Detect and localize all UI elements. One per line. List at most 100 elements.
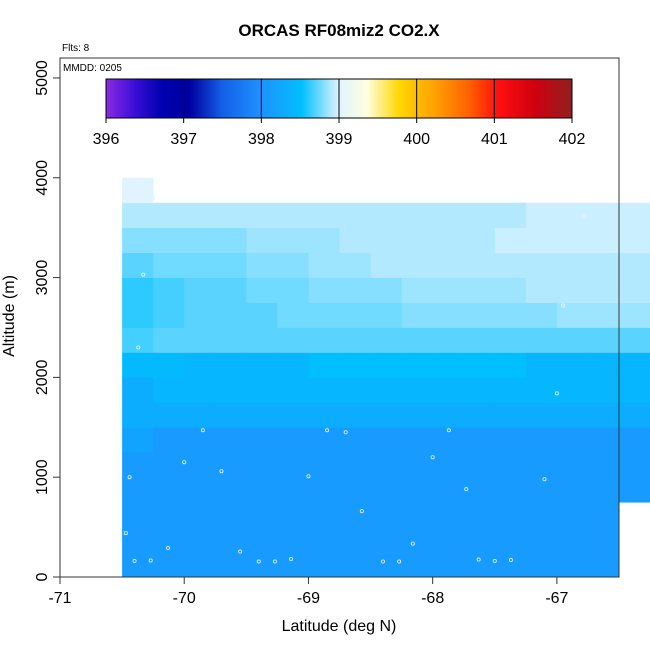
heatmap-cell (587, 252, 620, 278)
sample-point (200, 428, 205, 433)
heatmap-cell (556, 452, 589, 478)
colorbar-tick-label: 400 (403, 131, 430, 148)
heatmap-cell (184, 377, 216, 403)
sample-point (359, 509, 364, 514)
heatmap-cell (370, 227, 403, 254)
chart-title: ORCAS RF08miz2 CO2.X (238, 21, 440, 40)
heatmap-cell (494, 302, 527, 328)
heatmap-cell (556, 227, 589, 254)
heatmap-cell (339, 352, 371, 378)
heatmap-cell (184, 402, 216, 428)
sample-point (561, 303, 566, 308)
heatmap-cell (556, 427, 589, 453)
heatmap-cell (184, 252, 216, 278)
heatmap-cell (587, 477, 620, 503)
heatmap-cell (308, 377, 340, 403)
heatmap-cell (215, 327, 247, 353)
sample-point (410, 541, 415, 546)
heatmap-cell (494, 452, 527, 478)
heatmap-cell (432, 277, 465, 303)
heatmap-cell (215, 552, 247, 578)
heatmap-cell (184, 527, 216, 553)
x-axis-label: Latitude (deg N) (282, 618, 397, 635)
heatmap-cell (215, 452, 247, 478)
heatmap-cell (122, 477, 154, 503)
heatmap-cell (432, 477, 465, 503)
heatmap-cell (215, 527, 247, 553)
heatmap-cell (277, 302, 309, 328)
heatmap-cell (370, 477, 403, 503)
heatmap-cell (619, 202, 650, 229)
sample-point (492, 559, 497, 564)
heatmap-cell (432, 302, 465, 328)
heatmap-cell (525, 252, 558, 278)
heatmap-cell (463, 202, 496, 229)
heatmap-cell (587, 377, 620, 403)
heatmap-cell (277, 227, 309, 254)
heatmap-cell (619, 452, 650, 478)
heatmap-cell (153, 402, 185, 428)
heatmap-cell (432, 452, 465, 478)
heatmap-cell (494, 427, 527, 453)
colorbar-tick-label: 397 (170, 131, 197, 148)
sample-point (343, 430, 348, 435)
heatmap-cell (556, 502, 589, 528)
heatmap-cell (153, 352, 185, 378)
sample-point (182, 460, 187, 465)
heatmap-cell (494, 502, 527, 528)
heatmap-cell (308, 352, 340, 378)
heatmap-cell (246, 252, 278, 278)
heatmap-cell (215, 502, 247, 528)
y-axis-label: Altitude (m) (1, 275, 18, 357)
heatmap-cell (525, 202, 558, 229)
sample-point (256, 559, 261, 564)
heatmap-cell (277, 252, 309, 278)
heatmap-cell (494, 202, 527, 229)
heatmap-cell (556, 527, 589, 553)
heatmap-cell (153, 552, 185, 578)
heatmap-cell (525, 477, 558, 503)
heatmap-cell (494, 277, 527, 303)
y-tick-label: 3000 (34, 260, 51, 296)
heatmap-cell (184, 277, 216, 303)
heatmap-cell (525, 427, 558, 453)
heatmap-cell (401, 352, 434, 378)
heatmap-cell (463, 377, 496, 403)
heatmap-cell (587, 277, 620, 303)
heatmap-cell (370, 352, 403, 378)
heatmap-cell (215, 302, 247, 328)
heatmap-cell (339, 252, 371, 278)
heatmap-cell (215, 227, 247, 254)
heatmap-cell (215, 277, 247, 303)
heatmap-cell (556, 202, 589, 229)
heatmap-cell (587, 352, 620, 378)
sample-point (289, 557, 294, 562)
heatmap-cell (308, 202, 340, 229)
heatmap-cell (401, 452, 434, 478)
heatmap-cell (122, 252, 154, 278)
heatmap-cell (463, 327, 496, 353)
heatmap-cell (215, 202, 247, 229)
heatmap-cell (277, 202, 309, 229)
heatmap-cell (277, 352, 309, 378)
heatmap-cell (215, 477, 247, 503)
sample-point (542, 477, 547, 482)
sample-point (132, 559, 137, 564)
sample-point (325, 428, 330, 433)
sample-point (554, 391, 559, 396)
heatmap-cell (215, 402, 247, 428)
heatmap-cell (556, 277, 589, 303)
heatmap-cell (463, 402, 496, 428)
heatmap-cell (184, 502, 216, 528)
plot-frame (59, 57, 620, 578)
heatmap-cell (246, 352, 278, 378)
heatmap-cell (370, 277, 403, 303)
heatmap-cell (308, 277, 340, 303)
heatmap-cell (432, 527, 465, 553)
heatmap-cell (587, 227, 620, 254)
heatmap-cell (370, 202, 403, 229)
heatmap-cell (401, 477, 434, 503)
flights-label: Flts: 8 (62, 43, 90, 54)
heatmap-cell (370, 527, 403, 553)
colorbar-tick-label: 398 (248, 131, 275, 148)
